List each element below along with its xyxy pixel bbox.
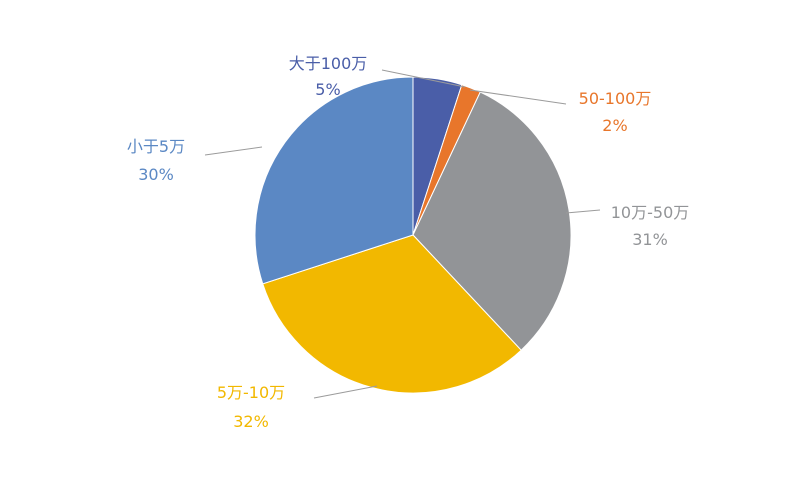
slice-label: 大于100万 [289,54,368,73]
leader-line [469,89,567,105]
pie-slice [412,91,572,351]
pie-slice [254,76,414,285]
leader-line [381,69,466,88]
slice-labels: 大于100万 5% 50-100万 2% 10万-50万 31% 5万-10万 32% 小于5万… [127,54,689,431]
leader-line [565,209,601,214]
pie-slices [254,76,572,394]
leader-line [313,385,378,399]
slice-value-label: 5% [315,80,340,99]
leader-lines [204,69,601,399]
slice-value-label: 2% [602,116,627,135]
slice-label: 10万-50万 [611,203,690,222]
slice-value-label: 31% [632,230,668,249]
slice-label: 5万-10万 [217,383,285,402]
slice-value-label: 30% [138,165,174,184]
leader-line [204,146,263,156]
pie-slice [262,234,522,394]
slice-label: 小于5万 [127,137,185,156]
slice-label: 50-100万 [579,89,652,108]
slice-value-label: 32% [233,412,269,431]
